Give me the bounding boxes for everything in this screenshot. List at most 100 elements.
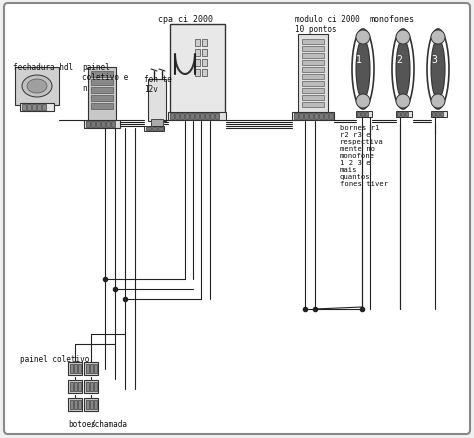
Bar [70,364,73,373]
Bar [302,75,324,80]
Ellipse shape [392,30,414,110]
Ellipse shape [431,40,445,100]
Bar [74,382,77,391]
Bar [88,68,116,123]
Bar [357,113,360,117]
Bar [195,50,200,57]
Bar [436,113,439,117]
Bar [86,122,90,128]
Bar [101,122,105,128]
Bar [84,398,98,411]
Bar [74,364,77,373]
Bar [299,114,303,120]
Ellipse shape [431,95,445,109]
Bar [91,122,95,128]
Bar [202,60,207,67]
Text: fon te
12v: fon te 12v [144,75,172,94]
Bar [70,382,73,391]
Text: modulo ci 2000
10 pontos: modulo ci 2000 10 pontos [295,15,360,34]
Bar [90,400,93,409]
Bar [70,400,73,409]
Bar [170,25,225,115]
Bar [91,80,113,86]
Ellipse shape [352,30,374,110]
Bar [20,104,54,112]
Bar [90,382,93,391]
Bar [152,128,157,131]
Bar [158,128,163,131]
Bar [106,122,110,128]
Bar [432,113,435,117]
Bar [190,114,194,120]
Ellipse shape [396,95,410,109]
Bar [151,120,163,128]
Bar [195,60,200,67]
Bar [68,398,82,411]
Bar [401,113,404,117]
Bar [195,70,200,77]
FancyBboxPatch shape [4,4,470,434]
Bar [144,127,164,132]
Bar [78,400,81,409]
Text: 2: 2 [396,55,402,65]
Bar [302,68,324,73]
Bar [84,121,120,129]
Bar [84,380,98,393]
Bar [396,112,412,118]
Text: botoes: botoes [68,419,96,428]
Text: /chamada: /chamada [91,419,128,428]
Ellipse shape [356,95,370,109]
Bar [175,114,179,120]
Bar [74,400,77,409]
Ellipse shape [356,40,370,100]
Bar [78,364,81,373]
Text: painel
coletivo e
n: painel coletivo e n [82,63,128,92]
Ellipse shape [396,31,410,45]
Bar [397,113,400,117]
Bar [356,112,372,118]
Bar [90,364,93,373]
Bar [42,105,46,111]
Bar [302,103,324,108]
Bar [86,400,89,409]
Bar [205,114,209,120]
Bar [431,112,447,118]
Bar [27,105,31,111]
Bar [304,114,308,120]
Text: monofones: monofones [370,15,415,24]
Ellipse shape [396,40,410,100]
Bar [365,113,368,117]
Bar [195,40,200,47]
Bar [302,89,324,94]
Bar [185,114,189,120]
Bar [15,68,59,106]
Text: fechadura hdl: fechadura hdl [13,63,73,72]
Bar [292,113,334,121]
Bar [32,105,36,111]
Bar [200,114,204,120]
Bar [68,362,82,375]
Bar [302,40,324,45]
Bar [68,380,82,393]
Bar [329,114,333,120]
Text: cpa ci 2000: cpa ci 2000 [157,15,212,24]
Ellipse shape [356,31,370,45]
Bar [111,122,115,128]
Bar [302,61,324,66]
Bar [302,47,324,52]
Bar [361,113,364,117]
Bar [298,35,328,115]
Bar [302,96,324,101]
Ellipse shape [22,76,52,98]
Bar [86,382,89,391]
Ellipse shape [427,30,449,110]
Text: bornes r1
r2 r3 e
respectiva
mente no
monofone
1 2 3 e
mais
quantos
fones tiver: bornes r1 r2 r3 e respectiva mente no mo… [340,125,388,187]
Bar [86,364,89,373]
Bar [202,40,207,47]
Bar [91,72,113,78]
Bar [91,96,113,102]
Bar [148,80,166,122]
Bar [78,382,81,391]
Bar [294,114,298,120]
Bar [202,70,207,77]
